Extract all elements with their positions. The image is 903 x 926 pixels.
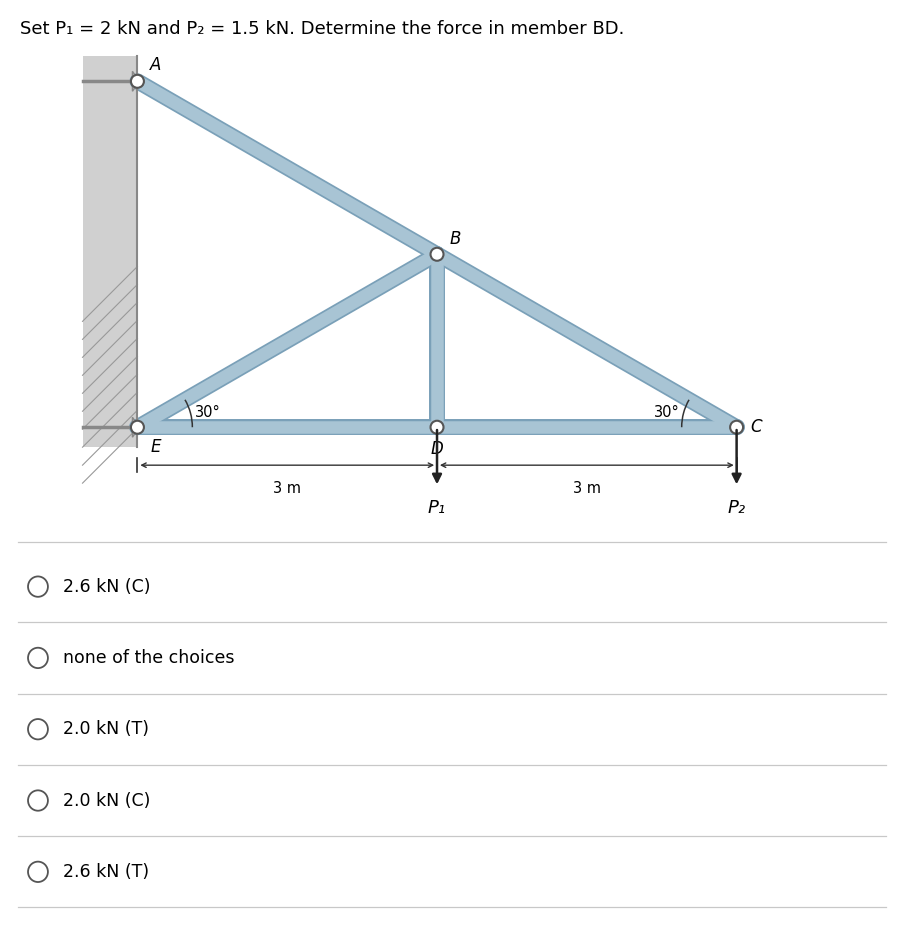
Text: Set P₁ = 2 kN and P₂ = 1.5 kN. Determine the force in member BD.: Set P₁ = 2 kN and P₂ = 1.5 kN. Determine… — [20, 20, 624, 38]
Text: P₂: P₂ — [727, 499, 745, 517]
Text: B: B — [449, 231, 461, 248]
Text: P₁: P₁ — [427, 499, 445, 517]
Text: 2.6 kN (T): 2.6 kN (T) — [63, 863, 149, 881]
Text: none of the choices: none of the choices — [63, 649, 235, 667]
Text: 30°: 30° — [194, 405, 220, 419]
Polygon shape — [133, 71, 139, 92]
Text: D: D — [430, 440, 442, 458]
Text: 2.6 kN (C): 2.6 kN (C) — [63, 578, 151, 595]
Circle shape — [730, 420, 742, 433]
Text: 2.0 kN (T): 2.0 kN (T) — [63, 720, 149, 738]
Text: 3 m: 3 m — [573, 482, 600, 496]
Circle shape — [430, 248, 443, 261]
Polygon shape — [133, 418, 139, 437]
Text: A: A — [150, 56, 161, 74]
Text: C: C — [749, 419, 761, 436]
Circle shape — [430, 420, 443, 433]
Bar — [82, 56, 137, 447]
Text: 3 m: 3 m — [273, 482, 301, 496]
Text: 30°: 30° — [653, 405, 679, 419]
Circle shape — [131, 75, 144, 88]
Text: E: E — [150, 438, 161, 457]
Text: 2.0 kN (C): 2.0 kN (C) — [63, 792, 151, 809]
Circle shape — [131, 420, 144, 433]
